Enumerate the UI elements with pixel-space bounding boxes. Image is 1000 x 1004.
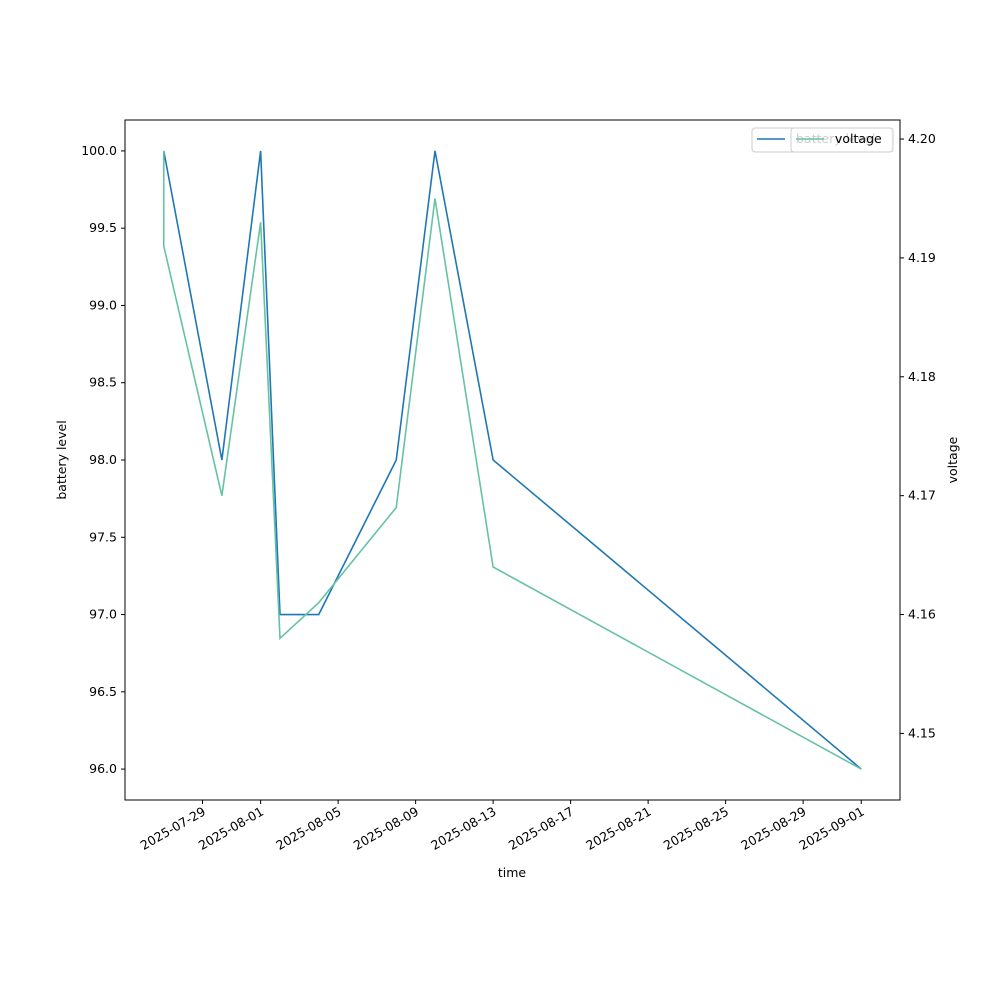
line-series xyxy=(162,150,862,770)
y-tick-label: 99.5 xyxy=(89,220,117,235)
y-tick-label: 99.0 xyxy=(89,297,117,312)
y-tick-label: 98.0 xyxy=(89,452,117,467)
x-axis-label: time xyxy=(498,865,527,880)
y-tick-label: 97.0 xyxy=(89,607,117,622)
y-tick-label: 98.5 xyxy=(89,375,117,390)
line-series xyxy=(162,150,862,770)
legend-box xyxy=(790,127,894,153)
y2-tick-label: 4.15 xyxy=(908,725,936,740)
y-tick-label: 97.5 xyxy=(89,529,117,544)
y-axis-label: battery level xyxy=(54,420,69,499)
plot-frame xyxy=(124,119,901,801)
y2-tick-label: 4.16 xyxy=(908,607,936,622)
legend-label: voltage xyxy=(835,131,882,146)
y2-tick-label: 4.19 xyxy=(908,250,936,265)
y2-axis-label: voltage xyxy=(945,436,960,483)
y2-tick-label: 4.17 xyxy=(908,488,936,503)
y2-tick-label: 4.20 xyxy=(908,131,936,146)
y-tick-label: 100.0 xyxy=(81,143,117,158)
y-tick-label: 96.5 xyxy=(89,684,117,699)
y2-tick-label: 4.18 xyxy=(908,369,936,384)
y-tick-label: 96.0 xyxy=(89,761,117,776)
